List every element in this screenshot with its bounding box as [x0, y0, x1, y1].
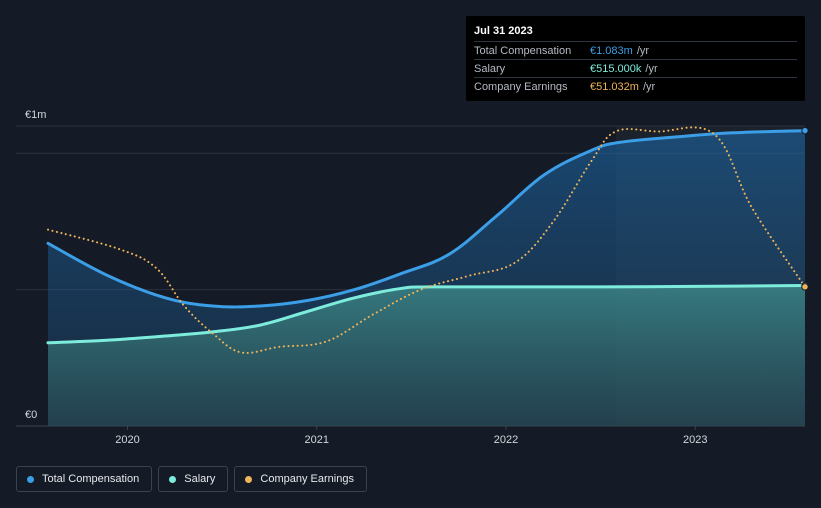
series-areas	[48, 130, 805, 426]
series-line-1	[46, 284, 807, 345]
legend-item-total-compensation[interactable]: Total Compensation	[16, 466, 153, 492]
series-end-point	[801, 126, 809, 135]
legend-dot-icon	[169, 475, 177, 483]
x-tick-label: 2023	[683, 434, 707, 446]
x-axis-ticks: 2020 2021 2022 2023	[115, 426, 707, 446]
series-line-0	[46, 129, 807, 309]
tooltip-row-salary: Salary €515.000k /yr	[474, 59, 797, 77]
tooltip-label: Salary	[474, 62, 506, 75]
series-area-1	[48, 285, 805, 426]
legend-item-salary[interactable]: Salary	[158, 466, 229, 492]
tooltip-unit: /yr	[636, 44, 650, 57]
legend-label: Total Compensation	[42, 473, 140, 485]
series-line-2	[47, 126, 806, 354]
x-tick-label: 2020	[115, 434, 139, 446]
tooltip-date: Jul 31 2023	[474, 25, 533, 37]
series-lines	[46, 126, 807, 354]
legend-dot-icon	[245, 475, 253, 483]
x-tick-label: 2021	[304, 434, 328, 446]
tooltip-value: €515.000k	[590, 62, 642, 75]
legend-label: Salary	[184, 473, 216, 485]
tooltip-unit: /yr	[645, 62, 658, 75]
end-markers	[801, 126, 809, 291]
x-tick-label: 2022	[494, 434, 518, 446]
legend-item-company-earnings[interactable]: Company Earnings	[234, 466, 367, 492]
tooltip: Jul 31 2023 Total Compensation €1.083m /…	[466, 16, 805, 101]
legend-dot-icon	[27, 475, 34, 483]
tooltip-value: €51.032m	[590, 80, 639, 93]
tooltip-row-earnings: Company Earnings €51.032m /yr	[474, 77, 797, 95]
y-tick-label-max: €1m	[25, 109, 46, 121]
legend: Total Compensation Salary Company Earnin…	[16, 466, 367, 492]
tooltip-value: €1.083m	[590, 44, 633, 57]
tooltip-label: Total Compensation	[474, 44, 572, 57]
y-tick-label-zero: €0	[25, 409, 37, 421]
tooltip-label: Company Earnings	[474, 80, 568, 93]
series-end-point	[801, 283, 809, 291]
chart-area: €1m €0 2020 2021 2022 2023	[16, 109, 809, 446]
legend-label: Company Earnings	[260, 473, 354, 485]
tooltip-row-total: Total Compensation €1.083m /yr	[474, 41, 797, 59]
tooltip-unit: /yr	[642, 80, 656, 93]
